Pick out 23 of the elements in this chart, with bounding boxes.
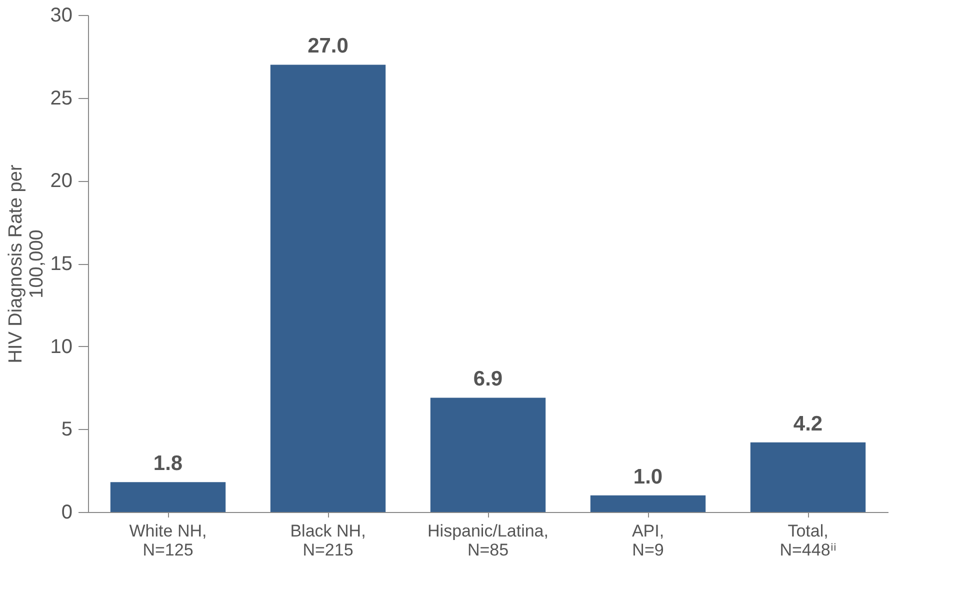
- y-tick-label: 30: [50, 4, 72, 26]
- data-label: 1.8: [153, 452, 183, 476]
- bar: [750, 442, 866, 512]
- bar: [270, 64, 386, 512]
- bar: [110, 482, 226, 512]
- bar: [430, 398, 546, 512]
- y-tick-label: 20: [50, 170, 72, 192]
- data-label: 1.0: [633, 465, 663, 488]
- x-tick-label: Hispanic/Latina, N=85: [428, 522, 548, 560]
- bar: [590, 495, 706, 512]
- x-tick-label: Black NH, N=215: [290, 522, 366, 560]
- data-label: 4.2: [793, 412, 823, 436]
- y-tick-label: 0: [61, 502, 72, 524]
- data-label: 27.0: [308, 34, 348, 58]
- y-tick-label: 15: [50, 253, 72, 275]
- x-tick-label: White NH, N=125: [129, 522, 207, 560]
- y-tick-label: 10: [50, 336, 72, 358]
- y-tick-label: 25: [50, 87, 72, 110]
- y-tick-label: 5: [61, 418, 72, 441]
- data-label: 6.9: [473, 368, 503, 391]
- x-tick-label: API, N=9: [632, 522, 664, 560]
- y-axis-title: HIV Diagnosis Rate per 100,000: [5, 164, 48, 364]
- x-tick-label: Total, N=448ⁱⁱ: [780, 522, 836, 560]
